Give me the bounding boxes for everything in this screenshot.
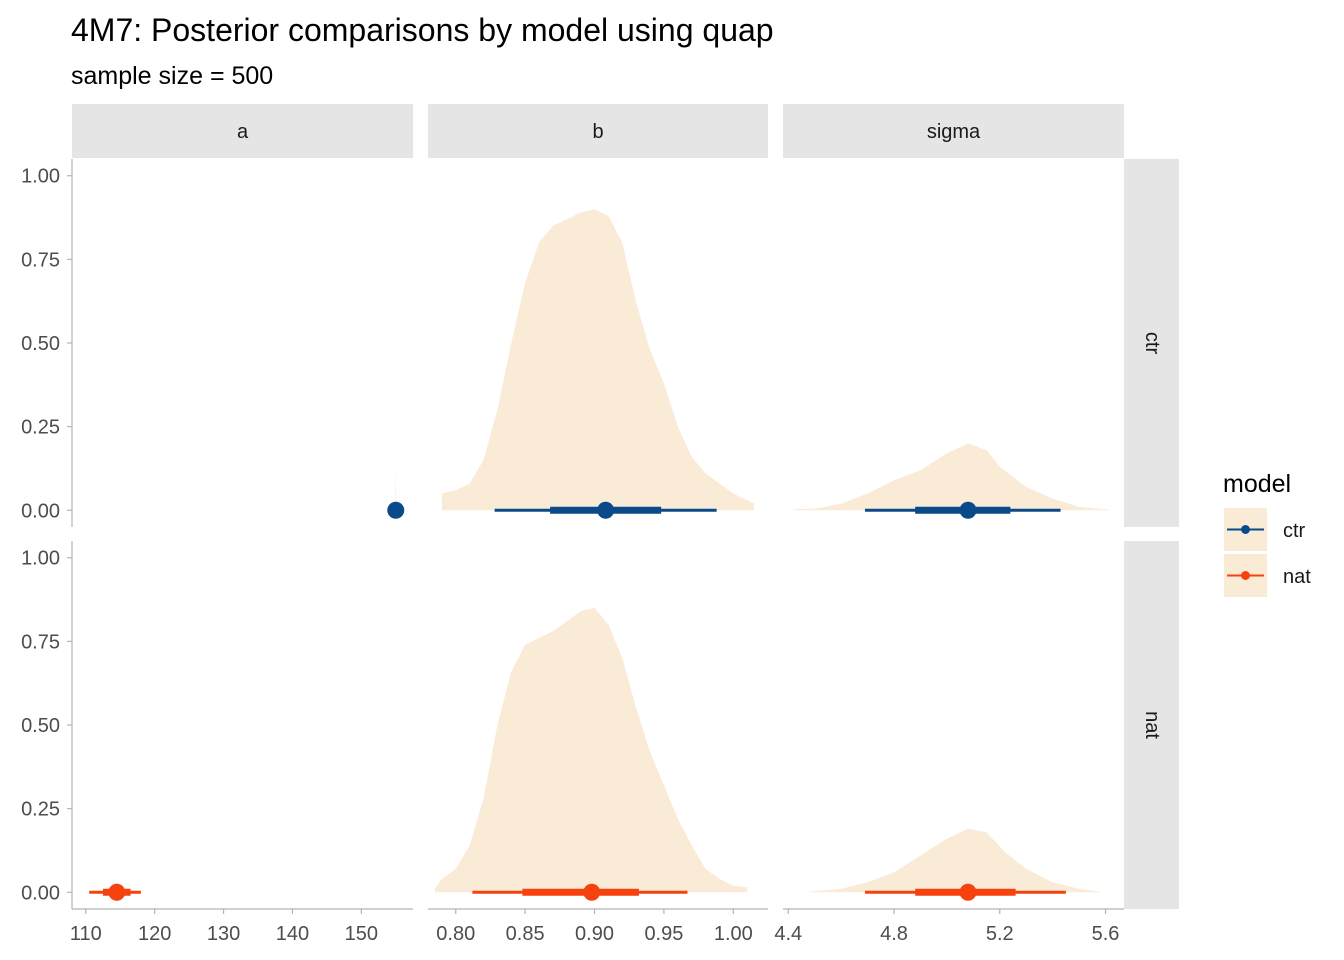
facet-strip-nat — [1124, 541, 1179, 909]
y-tick-label: 0.00 — [21, 882, 60, 904]
chart-title: 4M7: Posterior comparisons by model usin… — [71, 12, 774, 48]
y-tick-label: 1.00 — [21, 548, 60, 570]
facet-strip-label-b: b — [592, 121, 603, 143]
facet-strip-sigma — [783, 104, 1124, 158]
facet-strip-ctr — [1124, 159, 1179, 527]
legend: model ctr nat — [1223, 470, 1311, 597]
y-tick-label: 1.00 — [21, 166, 60, 188]
point-estimate-a-ctr — [387, 501, 405, 519]
legend-label-nat: nat — [1283, 566, 1311, 588]
density-b-ctr — [441, 209, 755, 511]
facet-strip-label-sigma: sigma — [927, 121, 981, 143]
x-tick-label-sigma: 4.8 — [880, 923, 908, 945]
chart-subtitle: sample size = 500 — [71, 62, 273, 90]
x-tick-label-b: 0.85 — [506, 923, 545, 945]
legend-label-ctr: ctr — [1283, 520, 1306, 542]
density-b-nat — [434, 607, 748, 893]
x-tick-label-b: 0.90 — [575, 923, 614, 945]
facet-strip-label-nat: nat — [1141, 711, 1163, 739]
density-sigma-ctr — [793, 443, 1111, 511]
legend-title: model — [1223, 470, 1291, 498]
y-tick-label: 0.50 — [21, 333, 60, 355]
point-estimate-a-nat — [108, 883, 126, 901]
point-estimate-b-ctr — [597, 501, 615, 519]
x-tick-label-a: 110 — [70, 923, 102, 945]
x-tick-label-sigma: 4.4 — [774, 923, 802, 945]
facet-strip-label-ctr: ctr — [1141, 332, 1163, 355]
facet-grid: a b sigma ctr nat 0.00 0.25 0.50 0.75 1.00 0.00 0.2… — [21, 104, 1179, 945]
density-sigma-nat — [809, 828, 1101, 893]
point-estimate-b-nat — [583, 883, 601, 901]
x-tick-label-a: 120 — [138, 923, 171, 945]
facet-strip-a — [72, 104, 413, 158]
point-estimate-sigma-nat — [959, 883, 977, 901]
legend-key-point-ctr — [1241, 525, 1250, 534]
x-tick-label-sigma: 5.6 — [1092, 923, 1120, 945]
y-tick-label: 0.00 — [21, 500, 60, 522]
y-tick-label: 0.25 — [21, 799, 60, 821]
x-tick-label-a: 130 — [207, 923, 240, 945]
point-estimate-sigma-ctr — [959, 501, 977, 519]
y-tick-label: 0.50 — [21, 715, 60, 737]
y-tick-label: 0.75 — [21, 631, 60, 653]
facet-strip-label-a: a — [237, 121, 249, 143]
facet-strip-b — [428, 104, 768, 158]
y-tick-label: 0.25 — [21, 417, 60, 439]
x-tick-label-a: 150 — [345, 923, 378, 945]
x-tick-label-a: 140 — [276, 923, 309, 945]
y-tick-label: 0.75 — [21, 249, 60, 271]
density-a-ctr — [394, 460, 398, 511]
x-tick-label-sigma: 5.2 — [986, 923, 1014, 945]
legend-key-point-nat — [1241, 571, 1250, 580]
x-tick-label-b: 0.80 — [436, 923, 475, 945]
x-tick-label-b: 0.95 — [644, 923, 683, 945]
x-tick-label-b: 1.00 — [714, 923, 753, 945]
